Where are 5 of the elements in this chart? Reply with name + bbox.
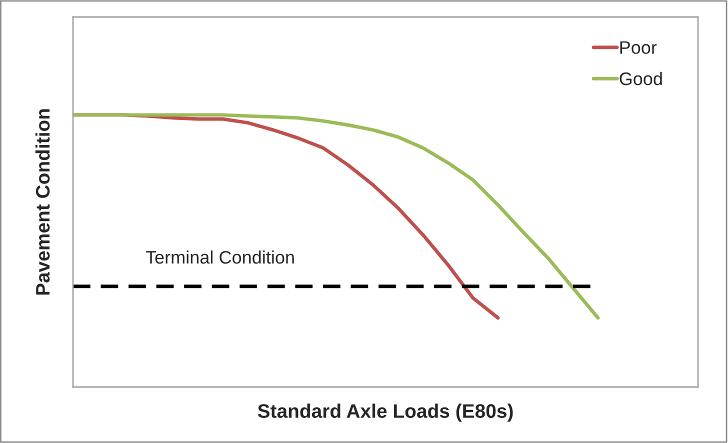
ref-line-label: Terminal Condition — [146, 250, 294, 264]
legend-label: Poor — [620, 41, 657, 54]
legend-label: Good — [620, 72, 662, 86]
y-axis-title: Pavement Condition — [35, 109, 50, 295]
x-axis-title: Standard Axle Loads (E80s) — [258, 404, 513, 422]
